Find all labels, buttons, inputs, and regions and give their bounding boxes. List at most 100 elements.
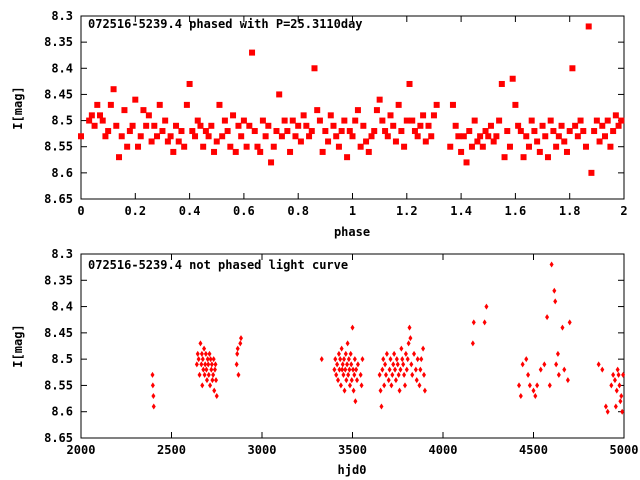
data-point (322, 128, 329, 135)
data-point (338, 128, 345, 135)
data-point (415, 356, 420, 363)
data-point (341, 371, 346, 378)
data-point (406, 80, 413, 87)
data-point (350, 324, 355, 331)
data-point (194, 117, 201, 124)
data-point (145, 112, 152, 119)
data-point (414, 377, 419, 384)
data-point (388, 356, 393, 363)
data-point (389, 382, 394, 389)
data-point (400, 356, 405, 363)
data-point (353, 398, 358, 405)
data-point (118, 133, 125, 140)
data-point (501, 154, 508, 161)
data-point (574, 133, 581, 140)
data-point (333, 356, 338, 363)
data-point (200, 356, 205, 363)
data-point (208, 122, 215, 129)
data-point (265, 122, 272, 129)
data-point (213, 361, 218, 368)
data-point (596, 138, 603, 145)
data-point (619, 392, 624, 399)
data-point (173, 122, 180, 129)
data-point (394, 356, 399, 363)
data-point (534, 138, 541, 145)
data-point (535, 382, 540, 389)
data-point (88, 112, 95, 119)
data-point (553, 298, 558, 305)
data-point (137, 133, 144, 140)
data-point (300, 112, 307, 119)
data-point (340, 366, 345, 373)
data-point (393, 366, 398, 373)
x-tick-label: 3000 (248, 443, 277, 457)
data-point (371, 128, 378, 135)
data-point (560, 324, 565, 331)
data-points (78, 23, 625, 176)
data-point (390, 371, 395, 378)
data-point (351, 387, 356, 394)
data-point (387, 112, 394, 119)
data-point (344, 377, 349, 384)
data-point (240, 117, 247, 124)
data-point (205, 133, 212, 140)
data-point (143, 122, 150, 129)
y-tick-label: 8.6 (51, 405, 73, 419)
data-point (377, 371, 382, 378)
data-point (387, 366, 392, 373)
data-point (204, 366, 209, 373)
data-point (520, 154, 527, 161)
data-point (379, 117, 386, 124)
data-point (148, 138, 155, 145)
data-point (410, 371, 415, 378)
data-point (203, 350, 208, 357)
data-point (528, 117, 535, 124)
data-point (471, 319, 476, 326)
data-point (167, 133, 174, 140)
x-tick-label: 0 (77, 204, 84, 218)
data-point (527, 382, 532, 389)
data-point (175, 138, 182, 145)
data-point (397, 387, 402, 394)
data-point (419, 356, 424, 363)
data-point (430, 112, 437, 119)
data-point (204, 377, 209, 384)
data-point (257, 148, 264, 155)
data-point (509, 75, 516, 82)
data-point (207, 350, 212, 357)
x-tick-label: 1 (349, 204, 356, 218)
axis-ticks: 0 0.2 0.4 0.6 0.8 1 1.2 1.4 1.6 1.8 2 8.3 8.35 8.4 8.4… (44, 9, 628, 218)
data-point (346, 371, 351, 378)
data-point (78, 133, 84, 140)
data-point (538, 366, 543, 373)
data-point (611, 371, 616, 378)
y-tick-label: 8.55 (44, 378, 73, 392)
data-point (477, 133, 484, 140)
data-point (197, 122, 204, 129)
data-point (202, 371, 207, 378)
data-point (227, 143, 234, 150)
data-points (150, 261, 626, 415)
data-point (349, 361, 354, 368)
data-point (303, 122, 310, 129)
data-point (555, 133, 562, 140)
chart-title: 072516-5239.4 phased with P=25.3110day (88, 17, 363, 31)
data-point (210, 377, 215, 384)
data-point (517, 382, 522, 389)
data-point (542, 361, 547, 368)
data-point (235, 350, 240, 357)
data-point (539, 122, 546, 129)
data-point (620, 408, 625, 415)
data-point (345, 340, 350, 347)
phased-light-curve-panel: 0 0.2 0.4 0.6 0.8 1 1.2 1.4 1.6 1.8 2 8.3 8.35 8.4 8.4… (11, 9, 628, 239)
data-point (549, 261, 554, 268)
data-point (205, 356, 210, 363)
x-tick-label: 0.4 (179, 204, 201, 218)
data-point (485, 133, 492, 140)
data-point (490, 138, 497, 145)
data-point (340, 361, 345, 368)
data-point (577, 117, 584, 124)
data-point (524, 356, 529, 363)
data-point (213, 138, 220, 145)
data-point (526, 371, 531, 378)
